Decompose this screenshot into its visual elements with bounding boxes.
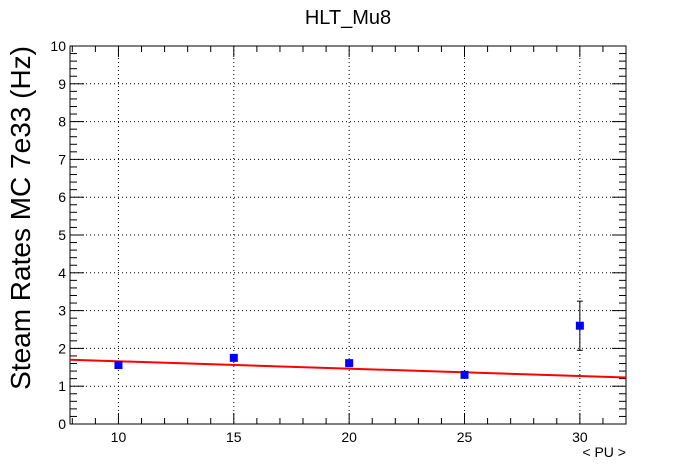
y-tick-label: 10 <box>50 38 66 54</box>
data-points-group <box>114 300 584 379</box>
x-tick-label: 25 <box>457 429 473 445</box>
x-tick-label: 15 <box>226 429 242 445</box>
y-tick-label: 4 <box>58 265 66 281</box>
x-axis-title: < PU > <box>582 444 626 460</box>
data-point <box>575 321 584 330</box>
data-point <box>460 370 469 379</box>
y-tick-label: 0 <box>58 416 66 432</box>
data-point <box>345 359 354 368</box>
data-point <box>114 361 123 370</box>
chart-title: HLT_Mu8 <box>305 7 391 29</box>
data-point <box>229 353 238 362</box>
x-tick-label: 10 <box>111 429 127 445</box>
y-tick-label: 1 <box>58 378 66 394</box>
grid <box>70 46 626 424</box>
fit-line <box>69 358 627 379</box>
axes: 0 1 2 3 4 5 6 7 8 9 10 10 15 20 25 30 <box>50 38 627 445</box>
y-tick-label: 7 <box>58 151 66 167</box>
x-tick-label: 30 <box>572 429 588 445</box>
x-tick-label: 20 <box>341 429 357 445</box>
y-tick-label: 9 <box>58 76 66 92</box>
y-tick-label: 8 <box>58 114 66 130</box>
y-tick-label: 3 <box>58 303 66 319</box>
y-tick-label: 2 <box>58 340 66 356</box>
y-tick-label: 5 <box>58 227 66 243</box>
fit-line-group <box>69 358 627 379</box>
y-axis-title: Steam Rates MC 7e33 (Hz) <box>5 46 36 390</box>
y-tick-label: 6 <box>58 189 66 205</box>
